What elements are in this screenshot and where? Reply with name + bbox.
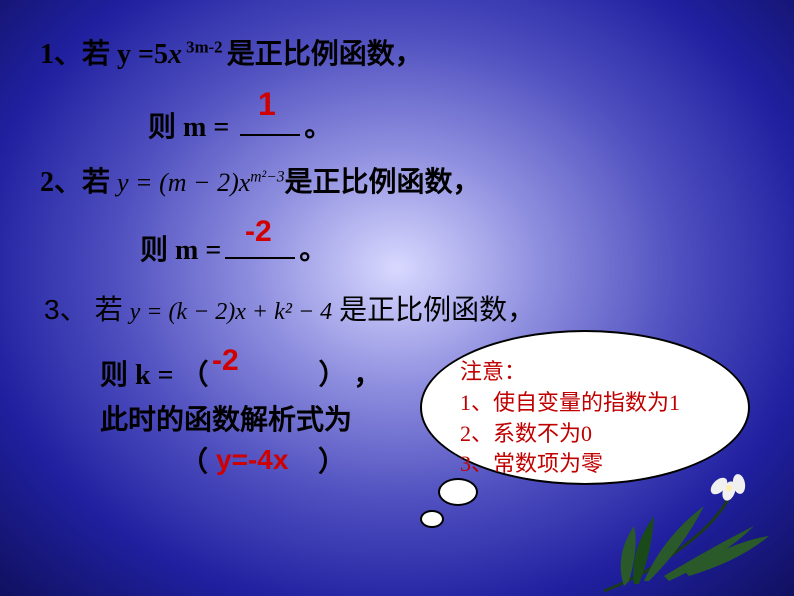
- q2-formula: y = (m − 2)xm²−3: [117, 168, 285, 197]
- q3-line3: 此时的函数解析式为: [100, 398, 352, 438]
- q2-line1: 2、若 y = (m − 2)xm²−3是正比例函数，: [40, 160, 481, 200]
- q1-l2-suffix: 。: [304, 112, 332, 143]
- q1-line2: 则 m = 。: [148, 105, 332, 145]
- q3-l2-prefix: 则 k = （: [100, 360, 209, 391]
- q2-line2: 则 m = 。: [140, 228, 327, 268]
- q3-formula: y = (k − 2)x + k² − 4: [130, 299, 333, 325]
- bubble-tail-2: [420, 510, 444, 528]
- q1-x: x: [168, 39, 182, 70]
- note-2: 2、系数不为0: [460, 419, 710, 450]
- q1-l2-prefix: 则 m =: [148, 112, 236, 143]
- q1-line1: 1、若 y =5x 3m-2 是正比例函数，: [40, 32, 423, 72]
- q1-exp: 3m-2: [182, 38, 227, 57]
- q2-l2-suffix: 。: [299, 235, 327, 266]
- q2-l2-prefix: 则 m =: [140, 235, 221, 266]
- q1-answer: 1: [258, 86, 276, 123]
- q2-prefix: 2、若: [40, 167, 117, 198]
- q3-line1: 3、 若 y = (k − 2)x + k² − 4 是正比例函数，: [44, 288, 535, 328]
- slide-content: 1、若 y =5x 3m-2 是正比例函数， 则 m = 。 1 2、若 y =…: [0, 0, 794, 596]
- q3-l4-open: （: [180, 447, 208, 478]
- bubble-tail-1: [438, 478, 478, 506]
- q3-prefix: 、 若: [60, 295, 130, 326]
- q3-l2-suffix: ） ，: [319, 360, 382, 391]
- note-1: 1、使自变量的指数为1: [460, 388, 710, 419]
- q1-y: y =5: [117, 39, 168, 70]
- q2-formula-base: y = (m − 2)x: [117, 168, 250, 197]
- q1-suffix: 是正比例函数，: [227, 39, 423, 70]
- q3-l4-close: ）: [318, 447, 346, 478]
- q3-suffix: 是正比例函数，: [332, 295, 535, 326]
- q1-prefix: 1、若: [40, 39, 117, 70]
- note-title: 注意：: [460, 357, 710, 388]
- q2-answer: -2: [245, 215, 272, 249]
- q3-num: 3: [44, 294, 60, 325]
- q2-exp: m²−3: [250, 168, 284, 185]
- q3-answer-fx: y=-4x: [216, 444, 288, 476]
- plant-icon: [584, 456, 784, 596]
- q2-suffix: 是正比例函数，: [285, 167, 481, 198]
- q3-answer-k: -2: [212, 344, 239, 378]
- q3-line2: 则 k = （ ） ，: [100, 353, 382, 393]
